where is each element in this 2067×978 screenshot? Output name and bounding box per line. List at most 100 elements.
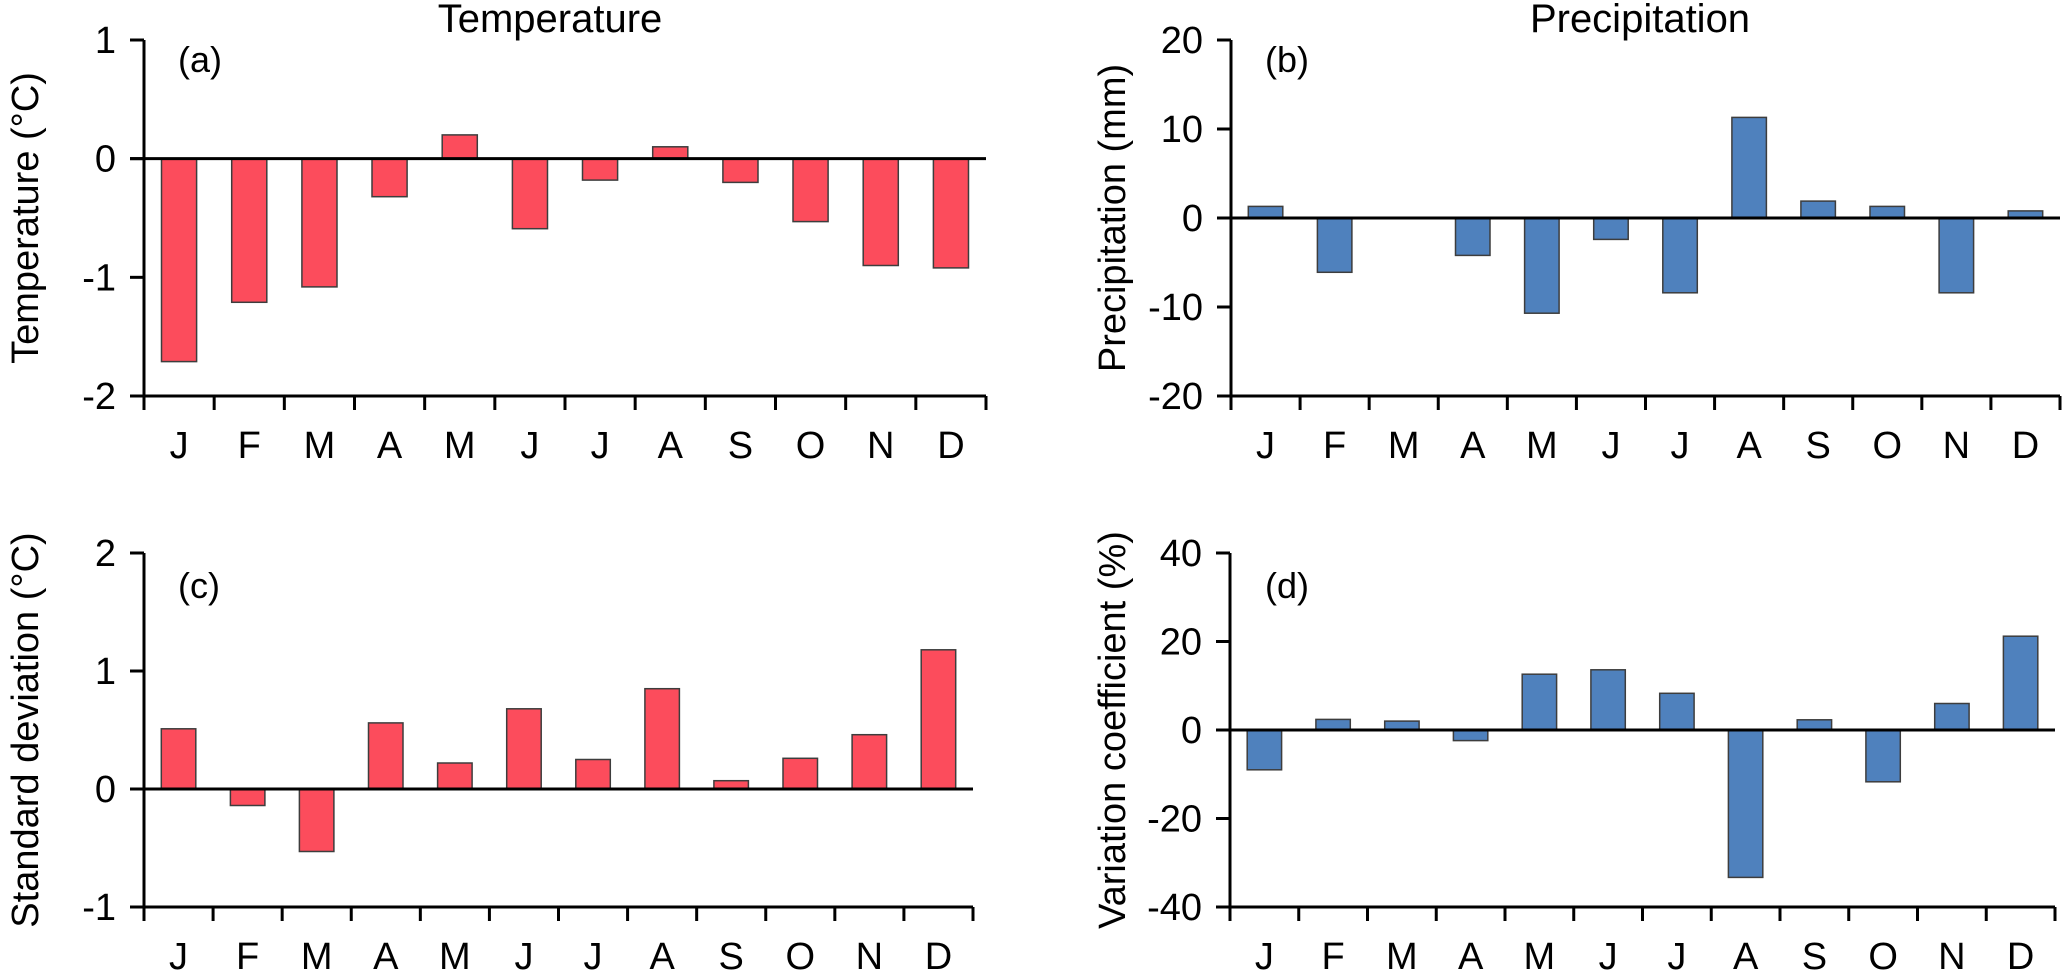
- bar-b-1: [1316, 217, 1353, 274]
- bar-d-0: [1246, 729, 1283, 771]
- x-tick-label-b-4: M: [1526, 425, 1558, 467]
- bar-b-3: [1454, 217, 1491, 257]
- bar-d-6: [1658, 692, 1695, 731]
- bar-a-3: [371, 157, 408, 198]
- y-tick-label-d-2: 0: [1181, 710, 1202, 752]
- y-tick-label-b-1: 10: [1161, 109, 1203, 151]
- x-tick-label-a-3: A: [377, 425, 403, 467]
- bar-b-5: [1592, 217, 1629, 241]
- y-tick-label-b-3: -10: [1148, 287, 1203, 329]
- bar-b-8: [1800, 200, 1837, 219]
- x-tick-label-b-11: D: [2012, 425, 2039, 467]
- x-tick-label-c-11: D: [925, 936, 952, 978]
- x-tick-label-c-6: J: [584, 936, 603, 978]
- y-tick-label-a-0: 1: [95, 20, 116, 62]
- x-tick-label-c-7: A: [649, 936, 675, 978]
- bar-c-0: [160, 728, 197, 790]
- x-tick-label-a-6: J: [591, 425, 610, 467]
- x-tick-label-b-3: A: [1460, 425, 1486, 467]
- bar-b-9: [1869, 205, 1906, 219]
- bar-b-6: [1662, 217, 1699, 294]
- y-tick-label-d-1: 20: [1160, 622, 1202, 664]
- x-tick-label-d-6: J: [1667, 936, 1686, 978]
- x-tick-label-b-8: S: [1806, 425, 1831, 467]
- x-tick-label-a-5: J: [520, 425, 539, 467]
- x-tick-label-c-1: F: [236, 936, 259, 978]
- x-tick-label-a-8: S: [728, 425, 753, 467]
- bar-c-1: [229, 788, 266, 807]
- y-axis-title-c: Standard deviation (°C): [5, 532, 47, 927]
- x-tick-label-d-9: O: [1868, 936, 1898, 978]
- bar-a-10: [862, 157, 900, 267]
- x-tick-label-c-4: M: [439, 936, 471, 978]
- y-tick-label-c-1: 1: [95, 651, 116, 693]
- bar-c-7: [644, 687, 681, 790]
- x-tick-label-c-10: N: [856, 936, 883, 978]
- y-tick-label-b-0: 20: [1161, 20, 1203, 62]
- bar-b-0: [1247, 205, 1284, 219]
- x-tick-label-d-7: A: [1733, 936, 1759, 978]
- y-tick-label-d-3: -20: [1147, 799, 1202, 841]
- bar-b-7: [1731, 116, 1768, 219]
- x-tick-label-c-3: A: [373, 936, 399, 978]
- x-tick-label-d-5: J: [1599, 936, 1618, 978]
- x-tick-label-d-10: N: [1938, 936, 1965, 978]
- bar-c-11: [920, 649, 957, 790]
- x-tick-label-d-2: M: [1386, 936, 1418, 978]
- bar-d-11: [2002, 635, 2039, 731]
- x-tick-label-b-6: J: [1671, 425, 1690, 467]
- bar-d-8: [1796, 719, 1833, 731]
- x-tick-label-b-5: J: [1601, 425, 1620, 467]
- bar-d-9: [1865, 729, 1902, 783]
- x-tick-label-a-2: M: [304, 425, 336, 467]
- x-tick-label-a-9: O: [796, 425, 826, 467]
- bar-a-4: [441, 134, 479, 160]
- x-tick-label-c-5: J: [514, 936, 533, 978]
- bar-a-6: [581, 157, 619, 181]
- panel-label-b: (b): [1265, 39, 1309, 80]
- x-tick-label-a-0: J: [170, 425, 189, 467]
- x-tick-label-d-3: A: [1458, 936, 1484, 978]
- y-axis-title-d: Variation coefficient (%): [1092, 531, 1134, 929]
- y-tick-label-a-1: 0: [95, 139, 116, 181]
- y-tick-label-a-2: -1: [82, 257, 116, 299]
- column-title-temperature: Temperature: [438, 0, 663, 41]
- x-tick-label-d-4: M: [1524, 936, 1556, 978]
- bar-b-4: [1523, 217, 1560, 314]
- panel-label-d: (d): [1265, 565, 1309, 606]
- x-tick-label-d-1: F: [1322, 936, 1345, 978]
- y-tick-label-d-4: -40: [1147, 887, 1202, 929]
- x-tick-label-d-0: J: [1255, 936, 1274, 978]
- x-tick-label-c-0: J: [169, 936, 188, 978]
- column-title-precipitation: Precipitation: [1530, 0, 1750, 41]
- y-tick-label-c-2: 0: [95, 769, 116, 811]
- bar-d-1: [1315, 718, 1352, 731]
- bar-d-10: [1933, 702, 1970, 731]
- bar-a-9: [792, 157, 829, 223]
- bar-c-3: [367, 722, 404, 790]
- x-tick-label-b-0: J: [1256, 425, 1275, 467]
- bar-c-2: [298, 788, 335, 853]
- bar-c-6: [575, 758, 612, 790]
- x-tick-label-b-1: F: [1323, 425, 1346, 467]
- bar-c-5: [505, 708, 542, 790]
- y-tick-label-b-4: -20: [1148, 376, 1203, 418]
- y-tick-label-c-3: -1: [82, 887, 116, 929]
- y-tick-label-d-0: 40: [1160, 533, 1202, 575]
- x-tick-label-a-4: M: [444, 425, 476, 467]
- x-tick-label-c-9: O: [786, 936, 816, 978]
- y-tick-label-a-3: -2: [82, 376, 116, 418]
- bar-c-4: [436, 762, 473, 790]
- panel-label-a: (a): [178, 39, 222, 80]
- bar-d-4: [1521, 673, 1558, 731]
- x-tick-label-c-8: S: [719, 936, 744, 978]
- y-tick-label-b-2: 0: [1182, 198, 1203, 240]
- bar-b-10: [1938, 217, 1975, 294]
- bar-d-3: [1452, 729, 1489, 742]
- y-axis-title-b: Precipitation (mm): [1092, 64, 1134, 372]
- bar-a-2: [301, 157, 338, 288]
- panel-label-c: (c): [178, 565, 220, 606]
